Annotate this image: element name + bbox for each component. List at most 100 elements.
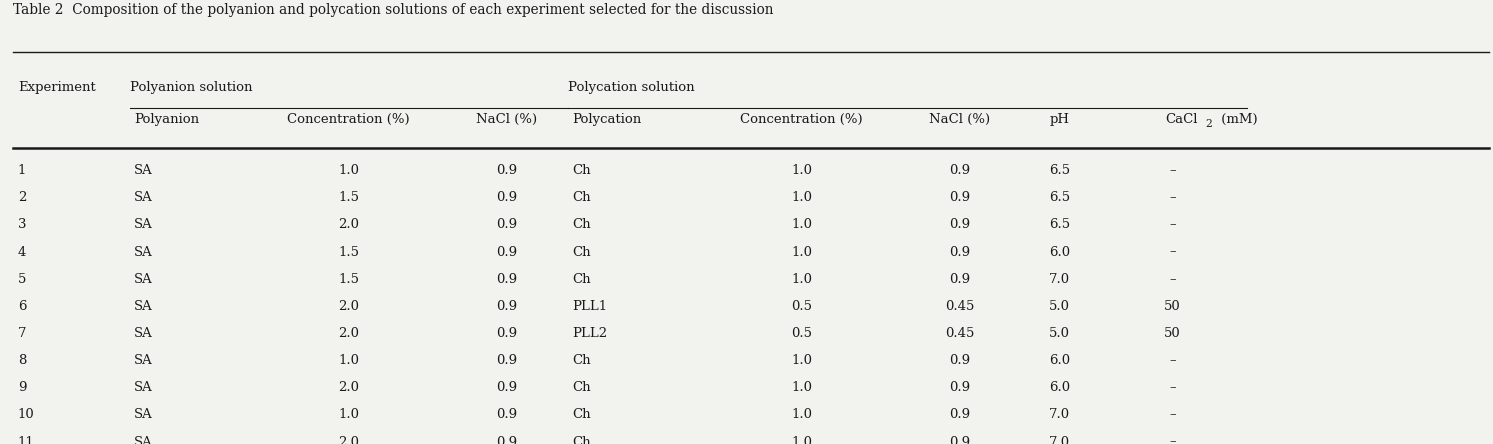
Text: PLL1: PLL1	[572, 300, 608, 313]
Text: 5.0: 5.0	[1050, 300, 1070, 313]
Text: 1.0: 1.0	[791, 436, 812, 444]
Text: SA: SA	[134, 327, 152, 340]
Text: 0.9: 0.9	[950, 218, 970, 231]
Text: 1.5: 1.5	[337, 246, 360, 258]
Text: 2: 2	[1205, 119, 1212, 129]
Text: Ch: Ch	[572, 436, 591, 444]
Text: 6.0: 6.0	[1050, 246, 1070, 258]
Text: 0.9: 0.9	[496, 218, 517, 231]
Text: 0.9: 0.9	[496, 327, 517, 340]
Text: 0.9: 0.9	[496, 436, 517, 444]
Text: 6: 6	[18, 300, 27, 313]
Text: 6.5: 6.5	[1050, 191, 1070, 204]
Text: Ch: Ch	[572, 408, 591, 421]
Text: Polycation: Polycation	[572, 113, 642, 126]
Text: –: –	[1169, 381, 1176, 394]
Text: 6.0: 6.0	[1050, 354, 1070, 367]
Text: 4: 4	[18, 246, 27, 258]
Text: 8: 8	[18, 354, 27, 367]
Text: 9: 9	[18, 381, 27, 394]
Text: Concentration (%): Concentration (%)	[287, 113, 411, 126]
Text: SA: SA	[134, 191, 152, 204]
Text: NaCl (%): NaCl (%)	[476, 113, 537, 126]
Text: (mM): (mM)	[1217, 113, 1259, 126]
Text: 0.9: 0.9	[496, 300, 517, 313]
Text: NaCl (%): NaCl (%)	[929, 113, 990, 126]
Text: Ch: Ch	[572, 218, 591, 231]
Text: 11: 11	[18, 436, 34, 444]
Text: 7.0: 7.0	[1050, 273, 1070, 285]
Text: Polyanion: Polyanion	[134, 113, 199, 126]
Text: 0.9: 0.9	[950, 164, 970, 177]
Text: 0.9: 0.9	[496, 246, 517, 258]
Text: –: –	[1169, 354, 1176, 367]
Text: Table 2  Composition of the polyanion and polycation solutions of each experimen: Table 2 Composition of the polyanion and…	[13, 3, 773, 17]
Text: 0.9: 0.9	[950, 273, 970, 285]
Text: 6.5: 6.5	[1050, 164, 1070, 177]
Text: Ch: Ch	[572, 354, 591, 367]
Text: 0.9: 0.9	[950, 354, 970, 367]
Text: Experiment: Experiment	[18, 80, 96, 94]
Text: 7.0: 7.0	[1050, 436, 1070, 444]
Text: 2.0: 2.0	[337, 327, 360, 340]
Text: pH: pH	[1050, 113, 1069, 126]
Text: 3: 3	[18, 218, 27, 231]
Text: 10: 10	[18, 408, 34, 421]
Text: 5.0: 5.0	[1050, 327, 1070, 340]
Text: 0.9: 0.9	[496, 191, 517, 204]
Text: 1.0: 1.0	[791, 408, 812, 421]
Text: SA: SA	[134, 300, 152, 313]
Text: 2.0: 2.0	[337, 381, 360, 394]
Text: 0.5: 0.5	[791, 327, 812, 340]
Text: 0.9: 0.9	[496, 408, 517, 421]
Text: –: –	[1169, 218, 1176, 231]
Text: 0.9: 0.9	[950, 408, 970, 421]
Text: 1.0: 1.0	[337, 354, 360, 367]
Text: 0.45: 0.45	[945, 327, 975, 340]
Text: –: –	[1169, 191, 1176, 204]
Text: 1.0: 1.0	[791, 354, 812, 367]
Text: 0.9: 0.9	[496, 164, 517, 177]
Text: –: –	[1169, 436, 1176, 444]
Text: –: –	[1169, 246, 1176, 258]
Text: 2.0: 2.0	[337, 218, 360, 231]
Text: SA: SA	[134, 436, 152, 444]
Text: 1.0: 1.0	[791, 218, 812, 231]
Text: 1.0: 1.0	[337, 164, 360, 177]
Text: 1.0: 1.0	[791, 191, 812, 204]
Text: 1: 1	[18, 164, 27, 177]
Text: 1.0: 1.0	[791, 273, 812, 285]
Text: SA: SA	[134, 408, 152, 421]
Text: 5: 5	[18, 273, 27, 285]
Text: Ch: Ch	[572, 246, 591, 258]
Text: CaCl: CaCl	[1165, 113, 1197, 126]
Text: 0.5: 0.5	[791, 300, 812, 313]
Text: –: –	[1169, 408, 1176, 421]
Text: Concentration (%): Concentration (%)	[741, 113, 863, 126]
Text: 0.9: 0.9	[496, 273, 517, 285]
Text: 1.0: 1.0	[337, 408, 360, 421]
Text: SA: SA	[134, 218, 152, 231]
Text: 1.0: 1.0	[791, 381, 812, 394]
Text: 1.0: 1.0	[791, 164, 812, 177]
Text: SA: SA	[134, 164, 152, 177]
Text: 0.9: 0.9	[950, 381, 970, 394]
Text: 0.9: 0.9	[950, 246, 970, 258]
Text: Ch: Ch	[572, 273, 591, 285]
Text: SA: SA	[134, 246, 152, 258]
Text: 0.45: 0.45	[945, 300, 975, 313]
Text: 6.5: 6.5	[1050, 218, 1070, 231]
Text: 1.5: 1.5	[337, 191, 360, 204]
Text: 1.5: 1.5	[337, 273, 360, 285]
Text: –: –	[1169, 273, 1176, 285]
Text: 50: 50	[1165, 327, 1181, 340]
Text: 0.9: 0.9	[950, 191, 970, 204]
Text: Ch: Ch	[572, 191, 591, 204]
Text: SA: SA	[134, 381, 152, 394]
Text: Polyanion solution: Polyanion solution	[130, 80, 252, 94]
Text: Ch: Ch	[572, 381, 591, 394]
Text: PLL2: PLL2	[572, 327, 608, 340]
Text: 2.0: 2.0	[337, 300, 360, 313]
Text: SA: SA	[134, 354, 152, 367]
Text: 7: 7	[18, 327, 27, 340]
